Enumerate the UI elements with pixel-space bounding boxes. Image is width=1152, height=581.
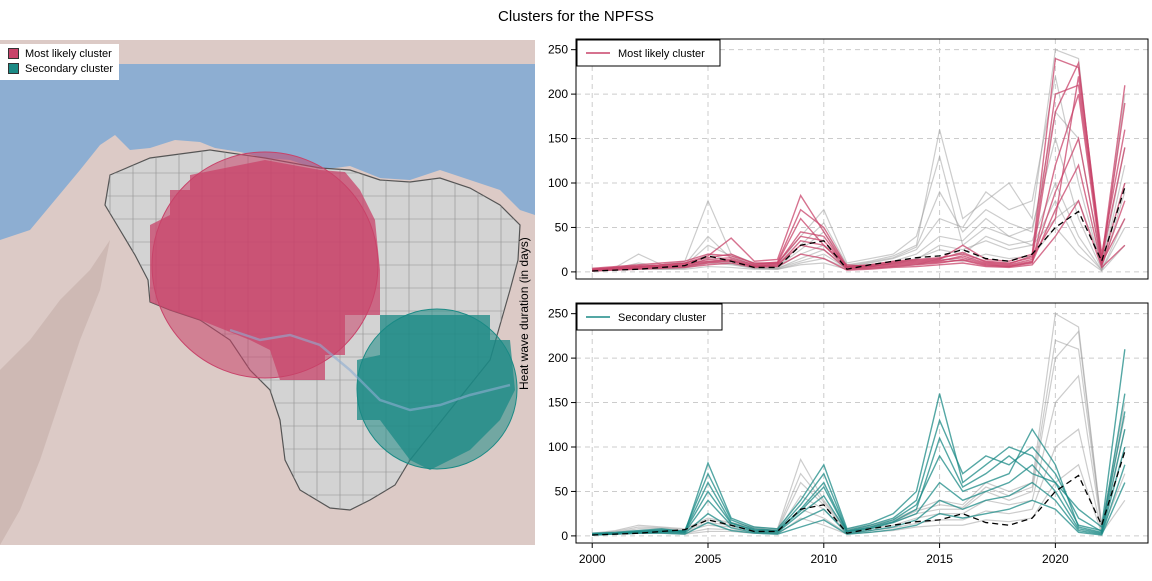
panel-frame (575, 38, 1149, 280)
y-tick-label: 150 (548, 132, 568, 146)
panel-legend: Secondary cluster (576, 303, 723, 331)
series-line-highlight (592, 163, 1126, 271)
x-tick-label: 2005 (695, 552, 722, 566)
y-tick-label: 250 (548, 43, 568, 57)
time-series-panels: 0 50 100 150 200 250 Most likely cluster 0 50 100… (520, 30, 1152, 576)
x-tick-label: 2000 (579, 552, 606, 566)
series-line-highlight (592, 84, 1126, 270)
series-line-highlight (592, 349, 1126, 535)
panel-legend: Most likely cluster (576, 39, 721, 67)
series-line-background (592, 374, 1126, 535)
panel-bottom: 0 50 100 150 200 250 2000 2005 2010 2015 2020 Secon… (548, 302, 1149, 566)
y-tick-label: 200 (548, 351, 568, 365)
panel-frame (575, 302, 1149, 544)
legend-text: Secondary cluster (618, 312, 706, 324)
legend-item-secondary: Secondary cluster (8, 61, 113, 76)
y-tick-label: 50 (555, 220, 569, 234)
most-likely-cluster-cells (150, 160, 380, 380)
orinoco-river (229, 328, 511, 412)
series-line-highlight (592, 446, 1126, 535)
series-line-mean (592, 451, 1126, 536)
y-tick-label: 0 (561, 265, 568, 279)
series-line-highlight (592, 411, 1126, 535)
series-line-background (592, 154, 1126, 270)
series-line-mean (592, 187, 1126, 272)
time-series-svg: 0 50 100 150 200 250 Most likely cluster 0 50 100… (548, 38, 1149, 566)
panel-top: 0 50 100 150 200 250 Most likely cluster (548, 38, 1149, 280)
y-tick-label: 150 (548, 396, 568, 410)
series-line-background (592, 136, 1126, 271)
legend-swatch-most-likely (8, 48, 19, 59)
series-line-background (592, 76, 1126, 272)
series-line-highlight (592, 136, 1126, 271)
cluster-map (0, 40, 535, 545)
map-svg (0, 40, 535, 545)
series-line-background (592, 312, 1126, 534)
series-line-highlight (592, 93, 1126, 272)
legend-swatch-secondary (8, 63, 19, 74)
series-line-highlight (592, 482, 1126, 536)
y-tick-label: 0 (561, 529, 568, 543)
page-title: Clusters for the NPFSS (498, 8, 654, 25)
series-line-highlight (592, 199, 1126, 272)
y-tick-label: 250 (548, 307, 568, 321)
secondary-cluster (356, 308, 518, 470)
legend-label-secondary: Secondary cluster (25, 62, 114, 75)
most-likely-cluster (150, 151, 380, 380)
x-tick-label: 2020 (1042, 552, 1069, 566)
y-tick-label: 200 (548, 87, 568, 101)
y-tick-label: 50 (555, 484, 569, 498)
y-tick-label: 100 (548, 176, 568, 190)
y-axis-label: Heat wave duration (in days) (517, 237, 531, 390)
map-legend: Most likely cluster Secondary cluster (0, 44, 120, 80)
legend-text: Most likely cluster (618, 48, 705, 60)
x-tick-label: 2015 (926, 552, 953, 566)
legend-label-most-likely: Most likely cluster (25, 47, 112, 60)
secondary-cluster-cells (357, 315, 515, 470)
legend-item-most-likely: Most likely cluster (8, 46, 113, 61)
map-mountain-shading (0, 240, 110, 545)
x-tick-label: 2010 (810, 552, 837, 566)
series-line-highlight (592, 464, 1126, 536)
y-tick-label: 100 (548, 440, 568, 454)
